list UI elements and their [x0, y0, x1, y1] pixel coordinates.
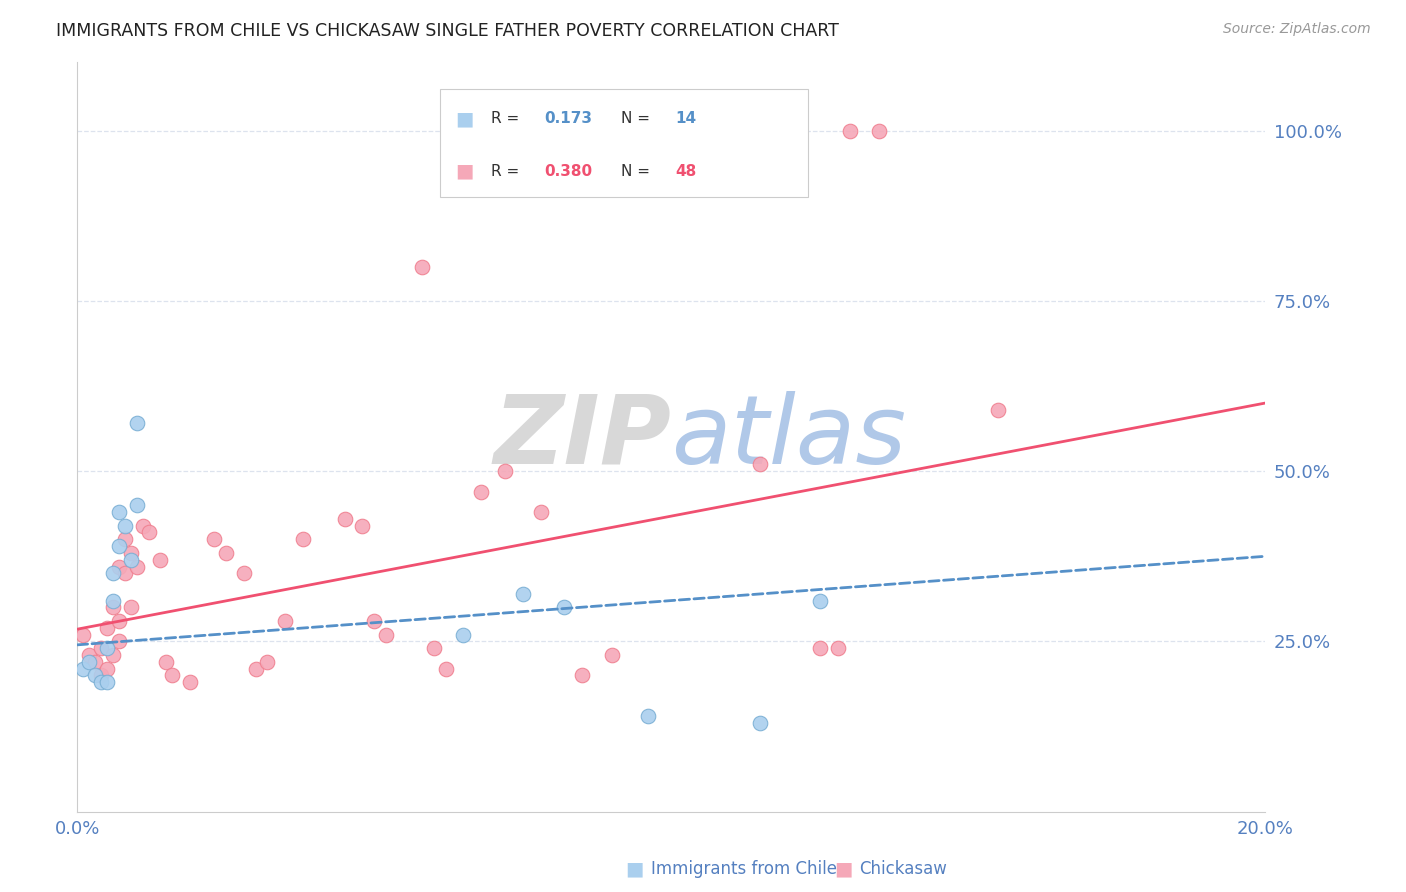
Point: [202, 533, 225, 547]
Point: [494, 464, 516, 478]
Point: [808, 641, 831, 656]
Point: [108, 559, 131, 574]
Point: [96, 675, 118, 690]
Point: [333, 512, 356, 526]
Text: N =: N =: [621, 163, 655, 178]
Text: 0.380: 0.380: [544, 163, 592, 178]
Point: [114, 533, 136, 547]
Point: [131, 518, 153, 533]
Point: [108, 614, 131, 628]
Point: [101, 600, 124, 615]
Text: ■: ■: [456, 161, 474, 180]
Point: [162, 668, 184, 682]
Text: 0.173: 0.173: [544, 112, 592, 126]
Point: [84, 668, 107, 682]
Text: ■: ■: [626, 859, 644, 879]
Point: [84, 655, 107, 669]
Text: R =: R =: [491, 163, 524, 178]
Point: [363, 614, 385, 628]
Point: [125, 498, 148, 512]
Point: [411, 260, 433, 274]
Point: [512, 587, 534, 601]
FancyBboxPatch shape: [440, 88, 808, 197]
Text: 14: 14: [675, 112, 696, 126]
Point: [101, 648, 124, 662]
Point: [125, 559, 148, 574]
Point: [453, 627, 475, 641]
Point: [120, 600, 142, 615]
Point: [749, 716, 772, 731]
Point: [749, 458, 772, 472]
Point: [352, 518, 374, 533]
Point: [108, 634, 131, 648]
Point: [530, 505, 553, 519]
Point: [114, 518, 136, 533]
Text: Chickasaw: Chickasaw: [859, 860, 948, 878]
Point: [149, 552, 172, 566]
Point: [120, 546, 142, 560]
Point: [90, 668, 112, 682]
Point: [155, 655, 177, 669]
Text: ZIP: ZIP: [494, 391, 672, 483]
Text: R =: R =: [491, 112, 524, 126]
Point: [423, 641, 446, 656]
Point: [571, 668, 593, 682]
Point: [553, 600, 575, 615]
Point: [77, 648, 100, 662]
Point: [125, 417, 148, 431]
Point: [827, 641, 849, 656]
Point: [96, 662, 118, 676]
Point: [470, 484, 492, 499]
Point: [108, 539, 131, 553]
Point: [120, 552, 142, 566]
Text: 48: 48: [675, 163, 696, 178]
Point: [138, 525, 160, 540]
Point: [72, 627, 94, 641]
Point: [868, 123, 890, 137]
Point: [72, 662, 94, 676]
Point: [232, 566, 254, 581]
Point: [101, 566, 124, 581]
Text: Source: ZipAtlas.com: Source: ZipAtlas.com: [1223, 22, 1371, 37]
Point: [600, 648, 623, 662]
Point: [274, 614, 297, 628]
Point: [90, 641, 112, 656]
Text: IMMIGRANTS FROM CHILE VS CHICKASAW SINGLE FATHER POVERTY CORRELATION CHART: IMMIGRANTS FROM CHILE VS CHICKASAW SINGL…: [56, 22, 839, 40]
Point: [987, 402, 1010, 417]
Point: [375, 627, 398, 641]
Point: [108, 505, 131, 519]
Text: ■: ■: [834, 859, 852, 879]
Point: [256, 655, 278, 669]
Point: [101, 593, 124, 607]
Point: [96, 641, 118, 656]
Point: [434, 662, 457, 676]
Text: atlas: atlas: [672, 391, 907, 483]
Point: [245, 662, 267, 676]
Point: [838, 123, 860, 137]
Point: [77, 655, 100, 669]
Point: [808, 593, 831, 607]
Point: [215, 546, 238, 560]
Point: [90, 675, 112, 690]
Point: [179, 675, 201, 690]
Point: [292, 533, 315, 547]
Point: [114, 566, 136, 581]
Text: Immigrants from Chile: Immigrants from Chile: [651, 860, 837, 878]
Text: N =: N =: [621, 112, 655, 126]
Point: [637, 709, 659, 723]
Point: [96, 621, 118, 635]
Text: ■: ■: [456, 109, 474, 128]
